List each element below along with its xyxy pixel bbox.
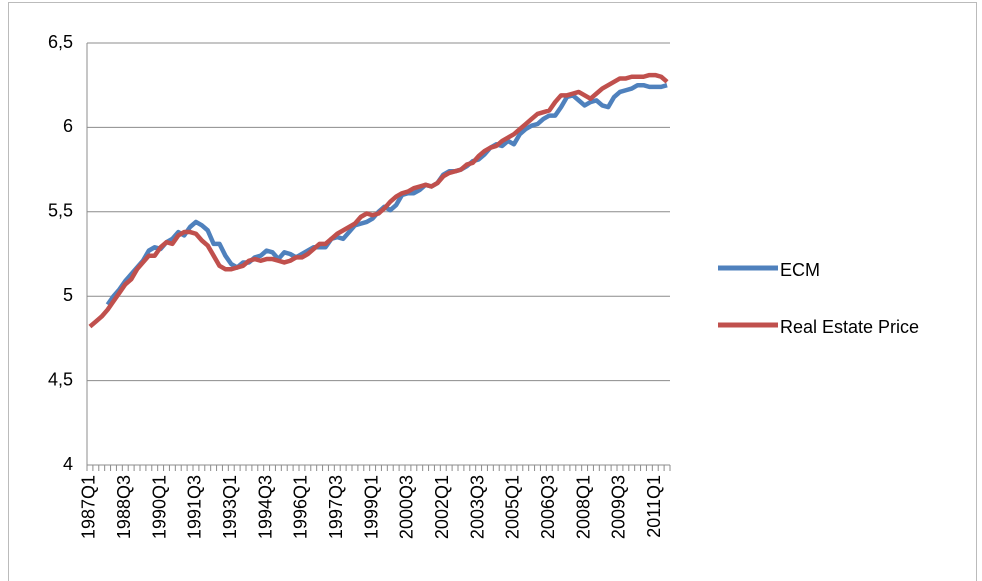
- y-tick-label: 4: [63, 454, 73, 474]
- x-tick-label: 2005Q1: [503, 475, 523, 539]
- x-tick-label: 1994Q3: [255, 475, 275, 539]
- x-tick-label: 1987Q1: [79, 475, 99, 539]
- x-tick-label: 2011Q1: [644, 475, 664, 538]
- series-line: [88, 72, 669, 329]
- x-tick-label: 2000Q3: [397, 475, 417, 539]
- x-tick-label: 1991Q3: [185, 475, 205, 539]
- x-tick-label: 2006Q3: [538, 475, 558, 539]
- y-tick-label: 5: [63, 285, 73, 305]
- x-tick-label: 1999Q1: [361, 475, 381, 539]
- y-tick-label: 4,5: [48, 369, 73, 389]
- chart-frame: [8, 2, 977, 581]
- x-tick-label: 2009Q3: [609, 475, 629, 539]
- x-tick-label: 1990Q1: [149, 475, 169, 539]
- x-tick-label: 2003Q3: [467, 475, 487, 539]
- x-tick-label: 2008Q1: [573, 475, 593, 539]
- x-tick-label: 1988Q3: [114, 475, 134, 539]
- y-tick-label: 6: [63, 116, 73, 136]
- x-tick-label: 1997Q3: [326, 475, 346, 539]
- x-tick-label: 2002Q1: [432, 475, 452, 539]
- legend-label: ECM: [780, 260, 820, 280]
- x-tick-label: 1993Q1: [220, 475, 240, 539]
- legend-label: Real Estate Price: [780, 317, 919, 337]
- x-tick-label: 1996Q1: [291, 475, 311, 539]
- series-line: [105, 82, 668, 306]
- y-tick-label: 5,5: [48, 201, 73, 221]
- y-tick-label: 6,5: [48, 32, 73, 52]
